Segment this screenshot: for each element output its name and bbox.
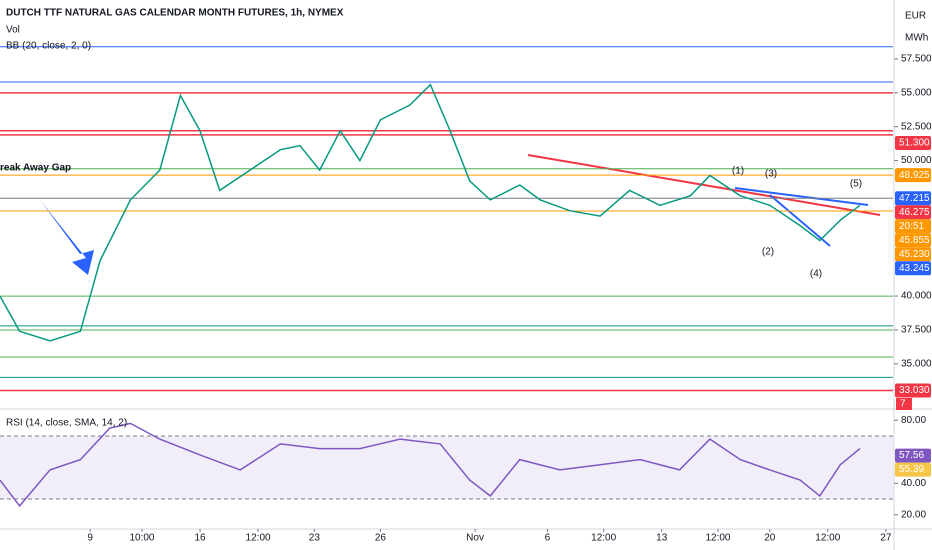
x-tick-label: 20 [764,533,776,544]
trend-line [527,154,881,216]
arrow [40,200,94,275]
price-badge [895,261,931,276]
price-badge-label: 45.230 [899,249,930,260]
price-badge [895,233,931,248]
rsi-band [0,435,893,500]
annotation: (4) [810,269,822,280]
price-badge-label: 20:51 [899,221,924,232]
price-badge-label: 51.300 [899,138,930,149]
y-tick-label: 57.500 [901,54,932,65]
currency: EUR [905,11,926,22]
y-tick-label: 80.00 [901,415,926,426]
price-badge [895,168,931,183]
x-tick-label: 6 [545,533,551,544]
x-tick-label: 16 [194,533,206,544]
annotation: (1) [732,166,744,177]
y-tick-label: 50.000 [901,155,932,166]
x-tick-label: 13 [656,533,668,544]
x-tick-label: 10:00 [129,533,154,544]
indicator-label: RSI (14, close, SMA, 14, 2) [6,418,127,429]
plot-layer: 57.500 55.000 52.500 50.000 40.000 37.500 35.0… [0,46,932,544]
price-badge [895,135,931,150]
x-tick-label: 27 [880,533,892,544]
indicator-label: Vol [6,25,20,36]
x-tick-label: 23 [309,533,321,544]
price-badge-label: 33.030 [899,385,930,396]
y-tick-label: 20.00 [901,509,926,520]
y-tick-label: 37.500 [901,325,932,336]
y-tick-label: 40.000 [901,291,932,302]
y-tick-label: 55.000 [901,87,932,98]
annotation: (5) [850,179,862,190]
price-badge-label: 57.56 [899,450,924,461]
x-tick-label: 12:00 [815,533,840,544]
volume-label: 7 [900,399,906,410]
x-tick-label: Nov [466,533,484,544]
indicator-label: BB (20, close, 2, 0) [6,41,91,52]
trend-line [734,187,869,206]
price-badge-label: 55.39 [899,464,924,475]
trend-line [769,194,831,247]
y-tick-label: 40.00 [901,478,926,489]
x-tick-label: 26 [375,533,387,544]
price-badge-label: 45.855 [899,235,930,246]
badge [896,398,912,410]
price-badge [895,191,931,206]
price-badge-label: 43.245 [899,263,930,274]
price-badge [895,462,931,477]
x-tick-label: 12:00 [246,533,271,544]
x-tick-label: 12:00 [705,533,730,544]
price-badge-label: 46.275 [899,207,930,218]
chart-title: DUTCH TTF NATURAL GAS CALENDAR MONTH FUT… [6,8,344,19]
annotation: reak Away Gap [0,163,71,174]
annotation: (2) [762,247,774,258]
x-tick-label: 12:00 [591,533,616,544]
price-badge-label: 48.925 [899,170,930,181]
x-tick-label: 9 [87,533,93,544]
price-badge [895,247,931,262]
price-badge-label: 47.215 [899,193,930,204]
price-badge [895,448,931,463]
price-line [0,83,861,342]
price-line [0,422,861,508]
annotation: (3) [765,169,777,180]
price-badge [895,219,931,234]
price-badge [895,383,931,398]
price-badge [895,205,931,220]
y-tick-label: 52.500 [901,121,932,132]
unit: MWh [905,33,928,44]
y-tick-label: 35.000 [901,358,932,369]
